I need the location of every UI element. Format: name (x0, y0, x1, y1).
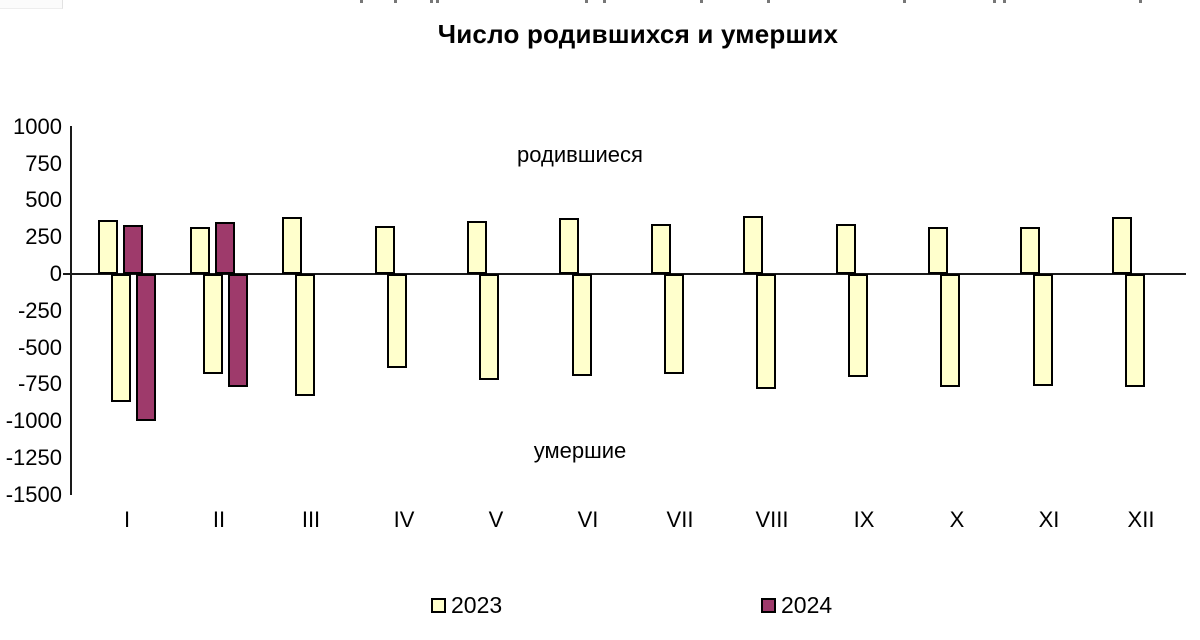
bar-2023-умершие-VI (572, 274, 592, 376)
top-edge-dash (360, 0, 363, 3)
legend-item-2024: 2024 (761, 592, 833, 618)
top-edge-dash (1139, 0, 1142, 3)
bar-2023-родившиеся-II (190, 227, 210, 274)
y-tick-label: 750 (25, 151, 62, 176)
y-tick-label: -1000 (5, 408, 62, 433)
bar-2023-родившиеся-VIII (743, 216, 763, 274)
y-axis-line (70, 126, 72, 495)
y-tick-label: -500 (17, 335, 62, 360)
legend-label-2023: 2023 (451, 592, 503, 618)
legend-label-2024: 2024 (781, 592, 833, 618)
bar-2024-родившиеся-I (123, 225, 143, 274)
y-tick-label: -250 (17, 298, 62, 323)
x-category-label-IX: IX (853, 507, 875, 532)
zero-tick-mark (63, 273, 71, 275)
top-edge-dash (993, 0, 996, 3)
top-edge-dash (603, 0, 606, 3)
bar-2024-умершие-I (136, 274, 156, 421)
x-category-label-VII: VII (666, 507, 694, 532)
top-edge-dash (436, 0, 439, 3)
top-edge-dash (903, 0, 906, 3)
bar-2023-родившиеся-VI (559, 218, 579, 274)
x-category-label-II: II (212, 507, 226, 532)
bar-2023-умершие-VIII (756, 274, 776, 389)
top-edge-dash (1003, 0, 1006, 3)
y-tick-label: 0 (49, 261, 62, 286)
bar-2023-умершие-XI (1033, 274, 1053, 386)
x-category-label-VI: VI (577, 507, 599, 532)
legend-item-2023: 2023 (431, 592, 503, 618)
y-tick-label: 250 (25, 224, 62, 249)
bar-2023-родившиеся-IX (836, 224, 856, 274)
bar-2024-родившиеся-II (215, 222, 235, 274)
bar-2023-родившиеся-VII (651, 224, 671, 274)
x-category-label-I: I (123, 507, 131, 532)
top-edge-dash (700, 0, 703, 3)
bar-2023-умершие-III (295, 274, 315, 396)
legend-swatch-2024 (761, 597, 776, 613)
bar-2023-умершие-II (203, 274, 223, 374)
top-edge-dash (585, 0, 588, 3)
bar-2023-родившиеся-XI (1020, 227, 1040, 274)
bar-2023-умершие-VII (664, 274, 684, 374)
bar-2023-родившиеся-X (928, 227, 948, 274)
top-edge-dash (767, 0, 770, 3)
bar-2023-умершие-IX (848, 274, 868, 377)
chart-title: Число родившихся и умерших (437, 19, 839, 49)
x-category-label-XI: XI (1038, 507, 1060, 532)
y-tick-label: -1250 (5, 445, 62, 470)
bar-2023-умершие-V (479, 274, 499, 380)
top-edge-dash (430, 0, 433, 3)
bar-2023-родившиеся-III (282, 217, 302, 274)
x-category-label-V: V (488, 507, 504, 532)
legend-swatch-2023 (431, 597, 446, 613)
top-edge-dash (394, 0, 397, 3)
x-category-label-III: III (301, 507, 321, 532)
annotation-deaths-label: умершие (533, 438, 627, 463)
x-category-label-VIII: VIII (755, 507, 789, 532)
x-category-label-X: X (949, 507, 965, 532)
top-left-crop-artifact (0, 0, 63, 9)
y-tick-label: -750 (17, 371, 62, 396)
bar-2023-родившиеся-XII (1112, 217, 1132, 274)
bar-2023-умершие-XII (1125, 274, 1145, 387)
x-category-label-IV: IV (393, 507, 415, 532)
y-tick-label: 500 (25, 187, 62, 212)
y-tick-label: 1000 (13, 114, 62, 139)
zero-axis-line (71, 273, 1186, 275)
bar-2023-умершие-I (111, 274, 131, 402)
x-category-label-XII: XII (1127, 507, 1155, 532)
bar-2023-родившиеся-I (98, 220, 118, 274)
bar-2023-умершие-IV (387, 274, 407, 368)
bar-2023-родившиеся-IV (375, 226, 395, 274)
annotation-births-label: родившиеся (517, 142, 643, 167)
bar-2023-родившиеся-V (467, 221, 487, 274)
bar-2023-умершие-X (940, 274, 960, 387)
y-tick-label: -1500 (5, 482, 62, 507)
bar-2024-умершие-II (228, 274, 248, 387)
